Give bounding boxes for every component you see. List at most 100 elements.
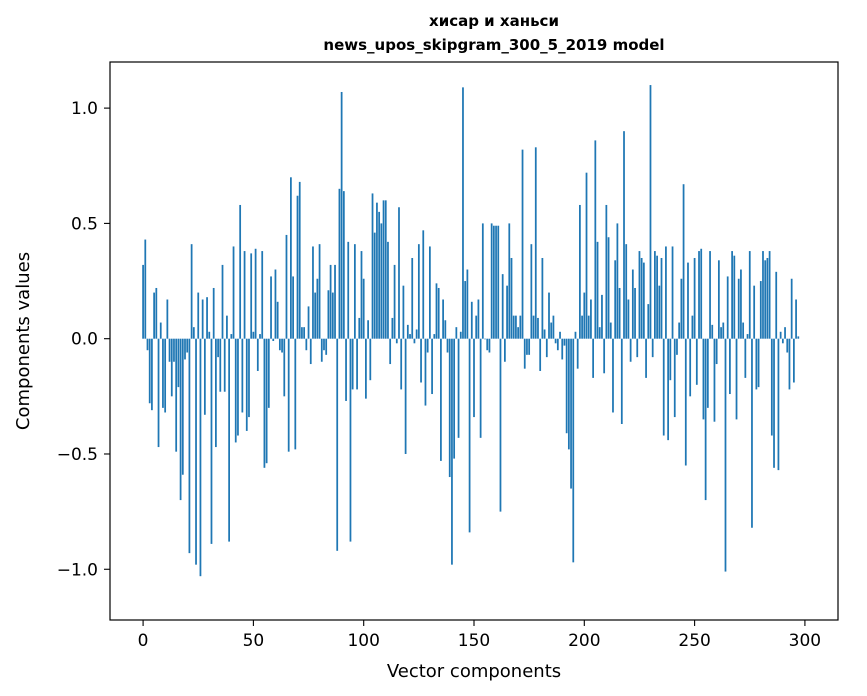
bar-96: [353, 244, 356, 339]
bar-223: [634, 287, 636, 339]
x-tick-label: 200: [568, 631, 600, 651]
bar-83: [325, 338, 328, 355]
bar-155: [484, 338, 486, 340]
bar-70: [296, 195, 299, 339]
bar-53: [259, 334, 261, 339]
y-tick-label: 0.0: [71, 330, 98, 350]
bar-127: [422, 230, 425, 339]
bar-269: [735, 338, 738, 420]
bar-265: [726, 276, 729, 339]
bar-61: [276, 301, 279, 339]
bar-142: [455, 327, 458, 339]
bar-177: [532, 315, 535, 339]
bar-46: [243, 251, 246, 339]
bar-237: [665, 246, 667, 339]
bar-219: [625, 244, 628, 339]
bar-159: [492, 225, 495, 339]
bar-247: [687, 262, 689, 339]
bar-194: [570, 338, 572, 489]
bar-154: [481, 223, 484, 339]
bar-48: [248, 338, 250, 418]
bar-289: [779, 331, 782, 339]
bar-81: [320, 338, 323, 362]
bar-139: [448, 338, 451, 478]
bar-72: [301, 327, 303, 339]
bar-94: [349, 338, 352, 542]
bar-143: [457, 338, 460, 438]
bar-284: [768, 251, 771, 339]
bar-1: [144, 239, 147, 339]
bar-25: [197, 292, 200, 339]
bar-216: [618, 287, 621, 339]
bar-205: [594, 140, 597, 339]
bar-87: [334, 264, 336, 339]
bar-47: [245, 338, 248, 431]
bar-44: [239, 204, 242, 339]
bar-167: [510, 257, 513, 339]
bar-172: [521, 149, 524, 339]
bar-249: [691, 315, 694, 339]
bar-206: [596, 241, 599, 339]
bar-14: [173, 338, 175, 362]
y-tick-label: 1.0: [71, 99, 98, 119]
bar-103: [369, 338, 372, 381]
bar-123: [413, 338, 416, 344]
bar-108: [380, 223, 383, 339]
bar-19: [184, 338, 186, 360]
bar-24: [195, 338, 197, 565]
bar-252: [698, 251, 700, 339]
bar-29: [206, 297, 208, 339]
bar-164: [504, 338, 506, 362]
bar-220: [627, 299, 630, 339]
bar-100: [362, 278, 365, 339]
bar-144: [459, 331, 462, 339]
bar-42: [234, 338, 237, 443]
bar-131: [431, 338, 433, 395]
bar-186: [552, 315, 555, 339]
bar-104: [371, 193, 374, 339]
bar-5: [153, 292, 155, 339]
bar-15: [175, 338, 178, 452]
bar-73: [303, 327, 306, 339]
bar-3: [148, 338, 151, 404]
chart-subtitle: news_upos_skipgram_300_5_2019 model: [323, 36, 664, 54]
bar-30: [208, 331, 211, 339]
bar-68: [292, 276, 294, 339]
y-axis-ticks: 1.0 0.5 0.0 −0.5 −1.0: [57, 99, 110, 580]
bar-28: [203, 338, 206, 415]
bar-160: [495, 225, 497, 339]
bar-204: [592, 338, 594, 378]
bar-137: [444, 320, 447, 339]
bar-141: [453, 338, 456, 459]
x-tick-label: 250: [678, 631, 710, 651]
bar-193: [567, 338, 570, 450]
bar-35: [219, 338, 222, 392]
bar-58: [270, 276, 272, 339]
bar-239: [669, 338, 672, 381]
bar-263: [722, 322, 725, 339]
bar-156: [486, 338, 489, 351]
bar-234: [658, 285, 661, 339]
bar-9: [162, 338, 164, 408]
bar-18: [181, 338, 184, 475]
bar-171: [519, 315, 522, 339]
bar-88: [336, 338, 339, 551]
bar-260: [715, 338, 718, 365]
bar-235: [660, 257, 663, 339]
bar-273: [744, 338, 747, 378]
bar-132: [433, 334, 436, 339]
bar-105: [373, 232, 376, 339]
bar-191: [563, 338, 566, 346]
bar-232: [654, 251, 656, 339]
bar-31: [210, 338, 213, 544]
bar-97: [356, 338, 358, 390]
bar-268: [733, 255, 736, 339]
bar-158: [490, 223, 493, 339]
bar-225: [638, 251, 641, 339]
bar-22: [190, 244, 193, 339]
x-tick-label: 300: [789, 631, 821, 651]
bar-251: [695, 338, 698, 385]
bar-0: [142, 264, 144, 339]
bar-267: [731, 251, 733, 339]
bar-248: [689, 338, 692, 397]
